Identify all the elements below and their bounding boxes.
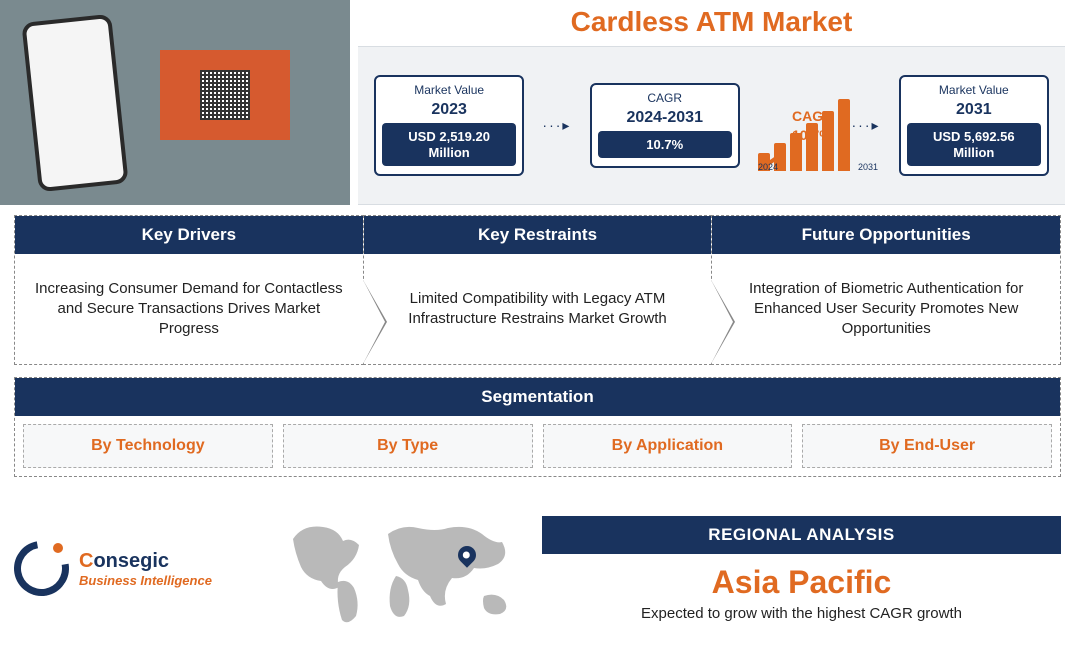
regional-analysis: REGIONAL ANALYSIS Asia Pacific Expected … bbox=[542, 516, 1061, 622]
logo-line2: Business Intelligence bbox=[79, 573, 212, 588]
cagr-value: 10.7% bbox=[792, 127, 832, 143]
hero-qr-screen bbox=[160, 50, 290, 140]
top-right: Cardless ATM Market Market Value 2023 US… bbox=[358, 0, 1075, 205]
stat-label: Market Value bbox=[907, 83, 1041, 97]
segmentation-item: By Type bbox=[283, 424, 533, 468]
cards-row: Key Drivers Increasing Consumer Demand f… bbox=[0, 205, 1075, 373]
stat-year: 2023 bbox=[382, 101, 516, 119]
logo: Consegic Business Intelligence bbox=[14, 541, 264, 596]
segmentation-item: By Technology bbox=[23, 424, 273, 468]
card-header: Key Restraints bbox=[364, 216, 712, 254]
card-header: Future Opportunities bbox=[712, 216, 1060, 254]
logo-rest: onsegic bbox=[93, 550, 169, 572]
logo-text: Consegic Business Intelligence bbox=[79, 550, 212, 588]
logo-ring-icon bbox=[3, 530, 80, 607]
regional-sub: Expected to grow with the highest CAGR g… bbox=[542, 605, 1061, 622]
cagr-side-label: CAGR 10.7% bbox=[792, 107, 833, 143]
cagr-bar-chart: CAGR 10.7% 2024 2031 bbox=[758, 76, 833, 176]
card-body: Integration of Biometric Authentication … bbox=[712, 254, 1060, 364]
cagr-bar bbox=[838, 99, 850, 171]
stat-value: USD 5,692.56 Million bbox=[907, 123, 1041, 166]
cagr-arrow-icon bbox=[760, 76, 786, 176]
segmentation-header: Segmentation bbox=[15, 378, 1060, 416]
card-body: Increasing Consumer Demand for Contactle… bbox=[15, 254, 363, 364]
world-map-icon bbox=[278, 504, 528, 634]
hero-photo bbox=[0, 0, 350, 205]
stat-box-2031: Market Value 2031 USD 5,692.56 Million bbox=[899, 75, 1049, 177]
cagr-year-start: 2024 bbox=[758, 162, 778, 172]
infographic-root: Cardless ATM Market Market Value 2023 US… bbox=[0, 0, 1075, 660]
segmentation-item: By End-User bbox=[802, 424, 1052, 468]
regional-header: REGIONAL ANALYSIS bbox=[542, 516, 1061, 554]
world-map bbox=[278, 504, 528, 634]
chevron-icon bbox=[711, 280, 733, 364]
logo-dot-icon bbox=[53, 543, 63, 553]
card-drivers: Key Drivers Increasing Consumer Demand f… bbox=[14, 215, 364, 365]
cagr-year-end: 2031 bbox=[858, 162, 878, 172]
bottom-row: Consegic Business Intelligence REGIONAL … bbox=[0, 483, 1075, 660]
connector-dots: ···▸ bbox=[852, 117, 881, 134]
stat-label: CAGR bbox=[598, 91, 732, 105]
logo-accent: C bbox=[79, 550, 93, 572]
stat-box-2023: Market Value 2023 USD 2,519.20 Million bbox=[374, 75, 524, 177]
cagr-axis-years: 2024 2031 bbox=[758, 162, 878, 172]
card-opportunities: Future Opportunities Integration of Biom… bbox=[711, 215, 1061, 365]
stat-year: 2024-2031 bbox=[598, 109, 732, 127]
segmentation-row: By Technology By Type By Application By … bbox=[15, 416, 1060, 476]
stat-band: Market Value 2023 USD 2,519.20 Million ·… bbox=[358, 46, 1065, 205]
segmentation-item: By Application bbox=[543, 424, 793, 468]
segmentation: Segmentation By Technology By Type By Ap… bbox=[0, 373, 1075, 483]
cagr-label: CAGR bbox=[792, 108, 833, 124]
stat-value: 10.7% bbox=[598, 131, 732, 159]
chevron-icon bbox=[363, 280, 385, 364]
card-body: Limited Compatibility with Legacy ATM In… bbox=[364, 254, 712, 364]
stat-box-cagr: CAGR 2024-2031 10.7% bbox=[590, 83, 740, 169]
stat-value: USD 2,519.20 Million bbox=[382, 123, 516, 166]
stat-label: Market Value bbox=[382, 83, 516, 97]
card-header: Key Drivers bbox=[15, 216, 363, 254]
top-row: Cardless ATM Market Market Value 2023 US… bbox=[0, 0, 1075, 205]
connector-dots: ···▸ bbox=[542, 117, 571, 134]
logo-line1: Consegic bbox=[79, 550, 212, 573]
regional-region: Asia Pacific bbox=[542, 554, 1061, 605]
hero-phone bbox=[21, 14, 128, 192]
segmentation-box: Segmentation By Technology By Type By Ap… bbox=[14, 377, 1061, 477]
stat-year: 2031 bbox=[907, 101, 1041, 119]
logo-mark-icon bbox=[14, 541, 69, 596]
main-title: Cardless ATM Market bbox=[358, 0, 1065, 46]
card-restraints: Key Restraints Limited Compatibility wit… bbox=[363, 215, 713, 365]
